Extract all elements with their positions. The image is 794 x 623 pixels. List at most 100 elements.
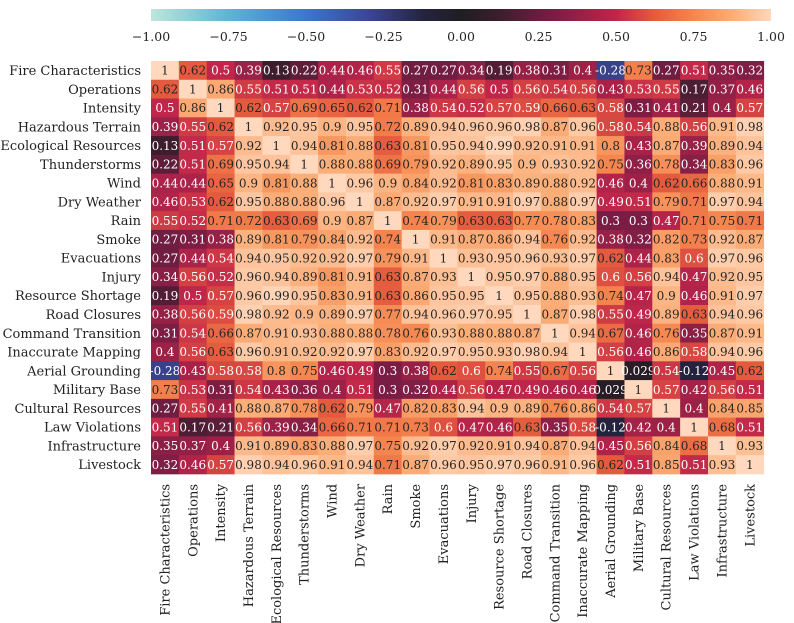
heatmap-cell bbox=[151, 98, 180, 118]
heatmap-cell bbox=[206, 192, 235, 212]
heatmap-cell bbox=[373, 267, 403, 287]
heatmap-cell bbox=[485, 455, 514, 475]
heatmap-cell bbox=[652, 192, 681, 212]
heatmap-cell bbox=[290, 154, 319, 175]
cell-value-label: 0.63 bbox=[263, 214, 290, 228]
cell-value-label: 0.88 bbox=[486, 326, 513, 340]
heatmap-cell bbox=[262, 229, 291, 250]
heatmap-cell bbox=[652, 229, 681, 250]
cell-value-label: 0.92 bbox=[430, 158, 457, 172]
cell-value-label: 0.73 bbox=[152, 383, 179, 397]
cell-value-label: 0.54 bbox=[179, 326, 206, 340]
cell-value-label: 0.38 bbox=[402, 364, 429, 378]
heatmap-cell bbox=[624, 398, 653, 419]
heatmap-cell bbox=[345, 305, 375, 325]
cell-value-label: 0.55 bbox=[653, 82, 680, 96]
cell-value-label: 1 bbox=[746, 458, 754, 472]
cell-value-label: 1 bbox=[300, 158, 308, 172]
heatmap-cell bbox=[262, 154, 291, 175]
heatmap-cell bbox=[429, 286, 458, 306]
cell-value-label: 0.54 bbox=[597, 402, 624, 416]
heatmap-cell bbox=[401, 211, 430, 231]
cell-value-label: 1 bbox=[161, 64, 169, 78]
heatmap-cell bbox=[151, 136, 180, 156]
cell-value-label: 0.56 bbox=[179, 308, 206, 322]
cell-value-label: 0.62 bbox=[319, 402, 346, 416]
heatmap-cell bbox=[262, 323, 291, 343]
heatmap-cell bbox=[178, 117, 208, 137]
heatmap-cell bbox=[457, 98, 486, 118]
heatmap-cell bbox=[457, 305, 486, 325]
heatmap-cell bbox=[373, 192, 403, 212]
y-axis-label: Resource Shortage bbox=[15, 289, 141, 304]
y-axis-label: Operations bbox=[68, 83, 141, 98]
heatmap-cell bbox=[708, 305, 737, 325]
heatmap-cell bbox=[485, 380, 514, 400]
cell-value-label: 0.79 bbox=[347, 402, 374, 416]
cell-value-label: 0.97 bbox=[430, 195, 457, 209]
heatmap-cell bbox=[708, 154, 737, 175]
cell-value-label: 0.56 bbox=[625, 270, 652, 284]
heatmap-cell bbox=[178, 192, 208, 212]
cell-value-label: 0.84 bbox=[709, 402, 736, 416]
heatmap-cell bbox=[318, 248, 347, 268]
cell-value-label: 0.19 bbox=[486, 64, 513, 78]
cell-value-label: 0.95 bbox=[291, 289, 318, 303]
cell-value-label: 0.92 bbox=[291, 345, 318, 359]
heatmap-cell bbox=[596, 361, 625, 381]
cell-value-label: 0.97 bbox=[569, 195, 596, 209]
cell-value-label: 0.56 bbox=[179, 345, 206, 359]
cell-value-label: 0.93 bbox=[736, 439, 763, 453]
cell-value-label: 0.76 bbox=[653, 326, 680, 340]
cell-value-label: 0.54 bbox=[653, 364, 680, 378]
cell-value-label: 0.87 bbox=[653, 139, 680, 153]
cell-value-label: 0.38 bbox=[402, 101, 429, 115]
cell-value-label: 0.89 bbox=[402, 120, 429, 134]
cell-value-label: 0.96 bbox=[486, 120, 513, 134]
heatmap-cell bbox=[708, 79, 737, 99]
cell-value-label: 0.92 bbox=[235, 139, 262, 153]
x-axis-labels: Fire Characteristics Operations Intensity H… bbox=[158, 483, 758, 623]
cell-value-label: 0.5 bbox=[211, 64, 230, 78]
heatmap-cell bbox=[568, 342, 597, 362]
cell-value-label: 0.75 bbox=[291, 364, 318, 378]
heatmap-cell bbox=[262, 380, 291, 400]
heatmap-cell bbox=[429, 361, 458, 381]
cell-value-label: 0.97 bbox=[347, 251, 374, 265]
cell-value-label: 0.94 bbox=[430, 120, 457, 134]
cell-value-label: 0.3 bbox=[378, 364, 397, 378]
heatmap-cell bbox=[568, 173, 597, 193]
heatmap-cell bbox=[708, 61, 737, 81]
heatmap-cell bbox=[513, 342, 542, 362]
heatmap-cell bbox=[206, 286, 235, 306]
heatmap-cell bbox=[624, 286, 653, 306]
heatmap-cell bbox=[540, 98, 570, 118]
heatmap-cell bbox=[345, 136, 375, 156]
heatmap-cell bbox=[513, 417, 542, 437]
cell-value-label: 0.6 bbox=[434, 420, 453, 434]
cell-value-label: 0.81 bbox=[402, 139, 429, 153]
heatmap-cell bbox=[318, 380, 347, 400]
heatmap-cell bbox=[735, 192, 765, 212]
cell-value-label: 0.71 bbox=[374, 420, 401, 434]
cell-value-label: 0.97 bbox=[514, 195, 541, 209]
cell-value-label: 0.37 bbox=[709, 82, 736, 96]
cell-value-label: 0.56 bbox=[458, 383, 485, 397]
heatmap-cell bbox=[596, 380, 625, 400]
heatmap-cell bbox=[540, 61, 570, 81]
cell-value-label: 0.91 bbox=[541, 139, 568, 153]
heatmap-cell bbox=[373, 398, 403, 419]
heatmap-cell bbox=[735, 267, 765, 287]
colorbar-tick-label: −0.75 bbox=[209, 29, 247, 44]
cell-value-label: 0.55 bbox=[179, 402, 206, 416]
cell-value-label: 0.99 bbox=[263, 289, 290, 303]
cell-value-label: 0.9 bbox=[657, 289, 676, 303]
cell-value-label: 0.62 bbox=[597, 251, 624, 265]
cell-value-label: 0.76 bbox=[541, 233, 568, 247]
heatmap-cell bbox=[178, 173, 208, 193]
heatmap-cell bbox=[624, 229, 653, 250]
cell-value-label: 1 bbox=[718, 439, 726, 453]
cell-value-label: 0.92 bbox=[402, 439, 429, 453]
cell-value-label: 0.92 bbox=[569, 158, 596, 172]
heatmap-cell bbox=[429, 61, 458, 81]
